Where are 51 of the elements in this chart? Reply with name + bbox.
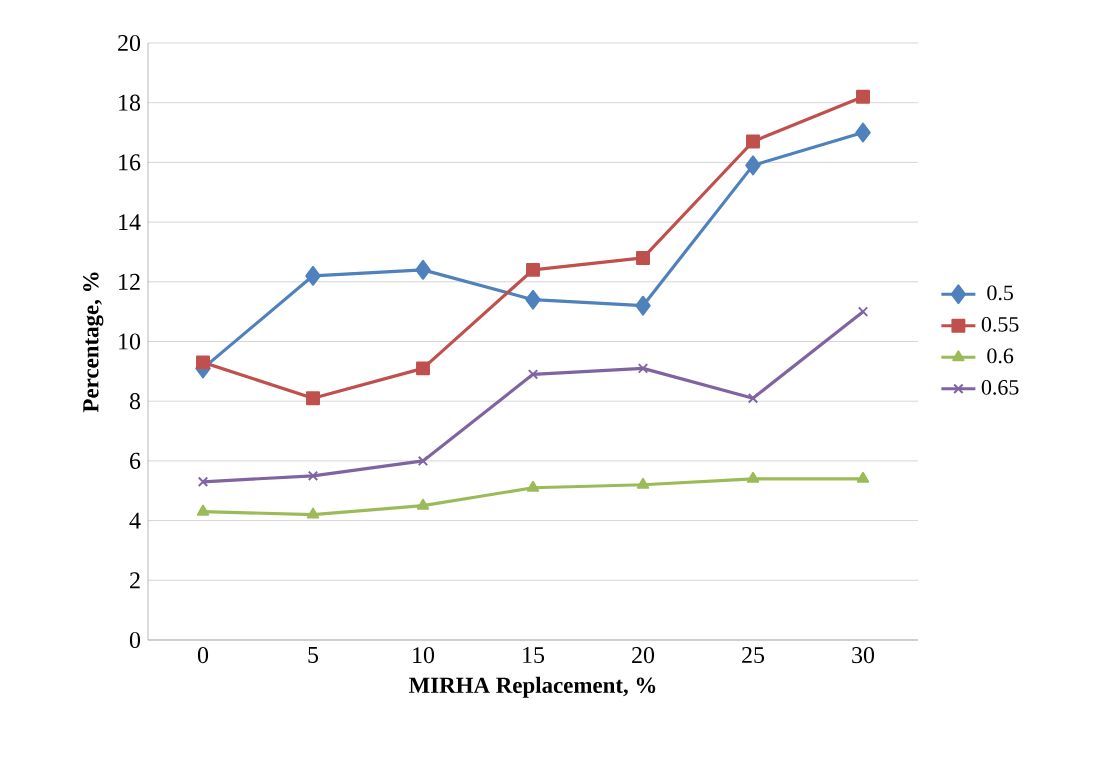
x-tick-label: 0 <box>197 647 209 664</box>
point <box>637 363 649 374</box>
y-tick-label: 4 <box>129 512 141 529</box>
legend-label: 0.5 <box>987 285 1013 301</box>
point <box>747 392 759 404</box>
x-tick-label: 25 <box>742 647 765 664</box>
point <box>856 89 870 104</box>
x-tick-label: 10 <box>413 647 435 664</box>
point <box>306 507 320 519</box>
x-tick-label: 5 <box>308 647 319 663</box>
legend-label: 0.55 <box>981 316 1019 332</box>
point <box>196 355 210 370</box>
x-tick-label: 15 <box>523 647 545 664</box>
x-tick-label: 30 <box>852 647 875 664</box>
point <box>636 250 650 265</box>
point <box>525 289 541 310</box>
y-axis-title: Percentage, % <box>83 272 104 413</box>
point <box>526 480 540 492</box>
y-tick-label: 14 <box>119 214 141 230</box>
y-tick-label: 16 <box>119 154 141 171</box>
point <box>306 391 320 406</box>
y-tick-label: 18 <box>119 94 141 111</box>
legend-label: 0.6 <box>987 348 1014 364</box>
y-tick-label: 12 <box>119 273 140 290</box>
point <box>635 295 651 316</box>
point <box>527 369 539 380</box>
point <box>416 361 430 376</box>
point <box>526 262 540 277</box>
point <box>415 259 431 280</box>
point <box>197 476 209 488</box>
point <box>417 455 429 467</box>
point <box>745 155 761 176</box>
legend-label: 0.65 <box>981 380 1019 395</box>
y-tick-label: 20 <box>118 34 141 52</box>
point <box>636 477 650 489</box>
point <box>855 122 871 143</box>
point <box>416 498 430 510</box>
y-tick-label: 8 <box>129 393 141 410</box>
point <box>856 471 870 483</box>
point <box>857 306 869 317</box>
point <box>307 470 319 482</box>
point <box>746 134 760 149</box>
point <box>746 471 760 483</box>
x-tick-label: 20 <box>632 647 655 664</box>
y-tick-label: 0 <box>129 631 141 649</box>
y-tick-label: 2 <box>130 572 140 589</box>
point <box>196 504 210 516</box>
y-tick-label: 6 <box>130 452 141 469</box>
x-axis-title: MIRHA Replacement, % <box>409 676 656 698</box>
point <box>305 265 321 286</box>
y-tick-label: 10 <box>119 333 141 350</box>
